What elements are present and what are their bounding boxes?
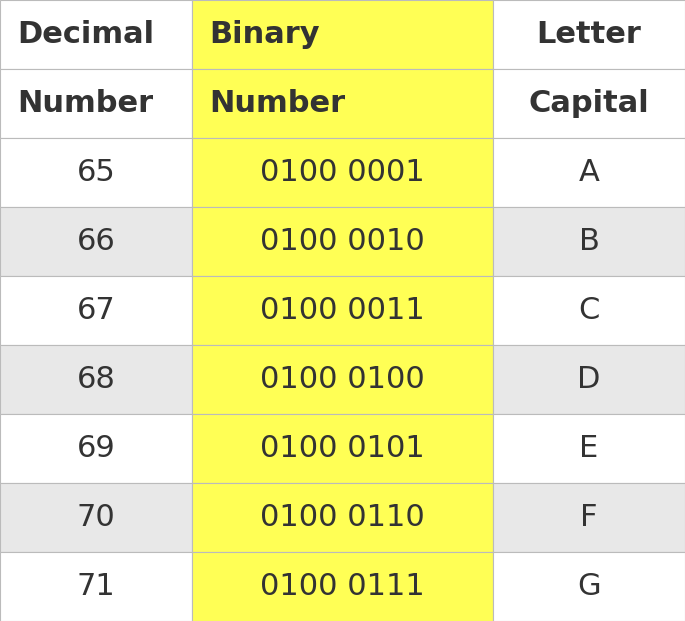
Text: F: F (580, 503, 598, 532)
Text: Decimal: Decimal (17, 20, 154, 49)
Bar (0, 138, 192, 207)
Bar (0, 207, 192, 276)
Text: Letter: Letter (536, 20, 642, 49)
Bar (493, 276, 685, 345)
Text: B: B (579, 227, 599, 256)
Bar (493, 414, 685, 483)
Bar (0, 552, 192, 621)
Bar (192, 414, 493, 483)
Bar (493, 345, 685, 414)
Text: 67: 67 (77, 296, 115, 325)
Bar (192, 0, 493, 69)
Text: 0100 0111: 0100 0111 (260, 572, 425, 601)
Text: 0100 0011: 0100 0011 (260, 296, 425, 325)
Text: 0100 0100: 0100 0100 (260, 365, 425, 394)
Text: 65: 65 (77, 158, 115, 187)
Text: 70: 70 (77, 503, 115, 532)
Text: 69: 69 (77, 434, 115, 463)
Bar (192, 552, 493, 621)
Text: Number: Number (209, 89, 345, 118)
Bar (0, 345, 192, 414)
Text: 68: 68 (77, 365, 115, 394)
Bar (0, 483, 192, 552)
Text: 0100 0001: 0100 0001 (260, 158, 425, 187)
Bar (192, 69, 493, 138)
Text: A: A (579, 158, 599, 187)
Bar (0, 414, 192, 483)
Bar (493, 138, 685, 207)
Bar (192, 483, 493, 552)
Bar (493, 69, 685, 138)
Text: Binary: Binary (209, 20, 319, 49)
Bar (493, 207, 685, 276)
Text: E: E (580, 434, 599, 463)
Text: Capital: Capital (529, 89, 649, 118)
Text: 0100 0010: 0100 0010 (260, 227, 425, 256)
Bar (0, 69, 192, 138)
Bar (493, 0, 685, 69)
Text: 71: 71 (77, 572, 115, 601)
Bar (0, 276, 192, 345)
Text: D: D (577, 365, 601, 394)
Bar (493, 552, 685, 621)
Text: C: C (578, 296, 600, 325)
Text: 0100 0101: 0100 0101 (260, 434, 425, 463)
Text: 0100 0110: 0100 0110 (260, 503, 425, 532)
Bar (493, 483, 685, 552)
Bar (192, 207, 493, 276)
Bar (0, 0, 192, 69)
Text: G: G (577, 572, 601, 601)
Bar (192, 138, 493, 207)
Text: 66: 66 (77, 227, 115, 256)
Bar (192, 276, 493, 345)
Bar (192, 345, 493, 414)
Text: Number: Number (17, 89, 153, 118)
